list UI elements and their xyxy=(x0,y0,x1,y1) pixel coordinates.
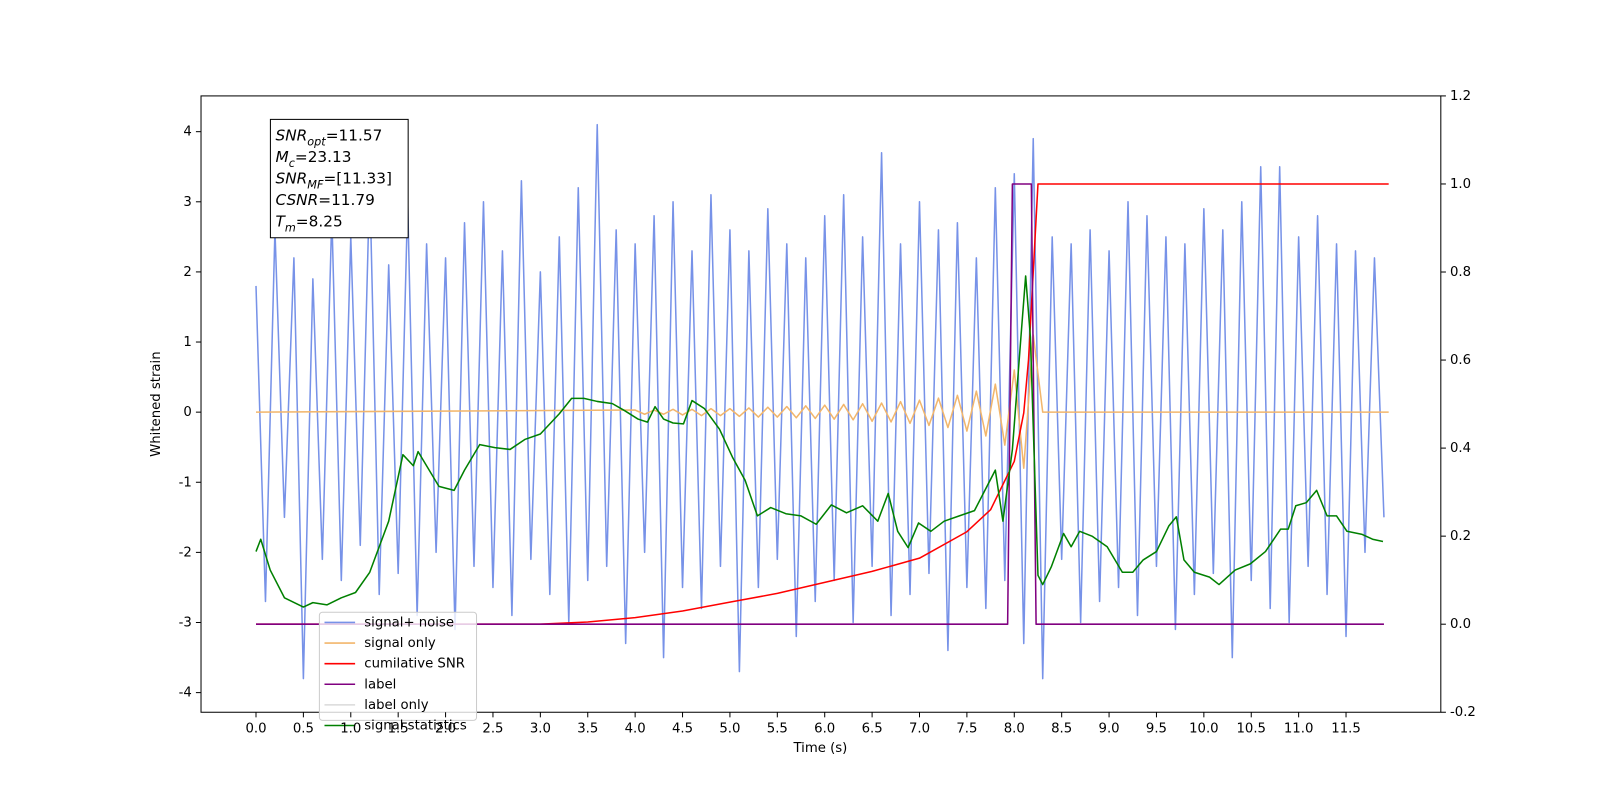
annotation-box: SNRopt=11.57Mc=23.13SNRMF=[11.33]CSNR=11… xyxy=(269,118,409,239)
x-tick-label: 1.5 xyxy=(388,722,409,737)
annotation-line: Tm=8.25 xyxy=(276,212,343,234)
y-tick-label: -4 xyxy=(179,686,192,701)
series-line xyxy=(256,183,1384,625)
y-tick-label: -2 xyxy=(179,545,192,560)
x-tick-label: 5.5 xyxy=(767,722,788,737)
y-tick-label: -3 xyxy=(179,615,192,630)
y2-tick-label: 0.2 xyxy=(1450,529,1471,544)
y-tick-label: -1 xyxy=(179,475,192,490)
annotation-line: Mc=23.13 xyxy=(276,148,352,170)
y2-tick-label: 0.4 xyxy=(1450,441,1471,456)
y-tick-label: 4 xyxy=(183,125,191,140)
y-axis-label: Whitened strain xyxy=(149,351,164,456)
annotation-line: CSNR=11.79 xyxy=(276,191,375,209)
annotation-value: =8.25 xyxy=(296,212,343,230)
x-tick-label: 4.0 xyxy=(625,722,646,737)
y-tick-label: 2 xyxy=(183,265,191,280)
annotation-value: =[11.33] xyxy=(323,169,392,187)
legend-frame xyxy=(318,611,478,721)
y2-tick-label: 0.0 xyxy=(1450,617,1471,632)
y-tick-label: 0 xyxy=(183,405,191,420)
series-line xyxy=(255,123,1385,680)
x-tick-label: 0.0 xyxy=(245,722,266,737)
x-tick-label: 9.0 xyxy=(1099,722,1120,737)
x-tick-label: 2.0 xyxy=(435,722,456,737)
y2-tick-label: 0.6 xyxy=(1450,353,1471,368)
y2-tick-label: 1.0 xyxy=(1450,177,1471,192)
series-line xyxy=(255,275,1384,608)
x-tick-label: 6.5 xyxy=(862,722,883,737)
annotation-symbol: CSNR xyxy=(276,191,319,209)
x-tick-label: 3.5 xyxy=(577,722,598,737)
y2-tick-label: -0.2 xyxy=(1450,705,1476,720)
series-line xyxy=(255,334,1389,469)
legend-label: signal only xyxy=(364,636,436,651)
annotation-subscript: MF xyxy=(307,178,324,191)
annotation-symbol: M xyxy=(276,148,289,166)
x-tick-label: 0.5 xyxy=(293,722,314,737)
annotation-value: =11.57 xyxy=(326,126,383,144)
plot-area xyxy=(255,123,1389,680)
annotation-symbol: SNR xyxy=(276,126,308,144)
x-axis-label: Time (s) xyxy=(792,741,847,756)
x-tick-label: 1.0 xyxy=(340,722,361,737)
legend-label: label only xyxy=(364,698,428,713)
x-tick-label: 8.0 xyxy=(1004,722,1025,737)
annotation-value: =11.79 xyxy=(318,191,375,209)
x-tick-label: 7.0 xyxy=(909,722,930,737)
x-tick-label: 2.5 xyxy=(482,722,503,737)
x-tick-label: 6.0 xyxy=(814,722,835,737)
annotation-line: SNRopt=11.57 xyxy=(276,126,383,148)
legend-label: signal+ noise xyxy=(364,615,454,630)
y-tick-label: 1 xyxy=(183,335,191,350)
axes-frame xyxy=(200,95,1442,713)
annotation-line: SNRMF=[11.33] xyxy=(276,169,392,191)
annotation-subscript: c xyxy=(289,157,296,170)
x-tick-label: 11.0 xyxy=(1284,722,1314,737)
series-line xyxy=(256,183,1389,625)
x-tick-label: 11.5 xyxy=(1331,722,1361,737)
legend-label: label xyxy=(364,677,396,692)
annotation-subscript: opt xyxy=(307,135,326,148)
x-tick-label: 5.0 xyxy=(719,722,740,737)
annotation-symbol: SNR xyxy=(276,169,308,187)
y-tick-label: 3 xyxy=(183,195,191,210)
y2-tick-label: 1.2 xyxy=(1450,89,1471,104)
x-tick-label: 10.5 xyxy=(1236,722,1266,737)
y2-tick-label: 0.8 xyxy=(1450,265,1471,280)
annotation-subscript: m xyxy=(285,221,296,234)
annotation-symbol: T xyxy=(276,212,287,230)
legend-label: signal statistics xyxy=(364,719,467,734)
x-tick-label: 7.5 xyxy=(956,722,977,737)
annotation-frame xyxy=(269,118,409,239)
legend: signal+ noise signal only cumilative SNR la… xyxy=(318,611,478,734)
annotation-value: =23.13 xyxy=(295,148,352,166)
legend-label: cumilative SNR xyxy=(364,657,465,672)
x-tick-label: 8.5 xyxy=(1051,722,1072,737)
x-tick-label: 4.5 xyxy=(672,722,693,737)
x-tick-label: 3.0 xyxy=(530,722,551,737)
x-tick-label: 10.0 xyxy=(1189,722,1219,737)
x-tick-label: 9.5 xyxy=(1146,722,1167,737)
